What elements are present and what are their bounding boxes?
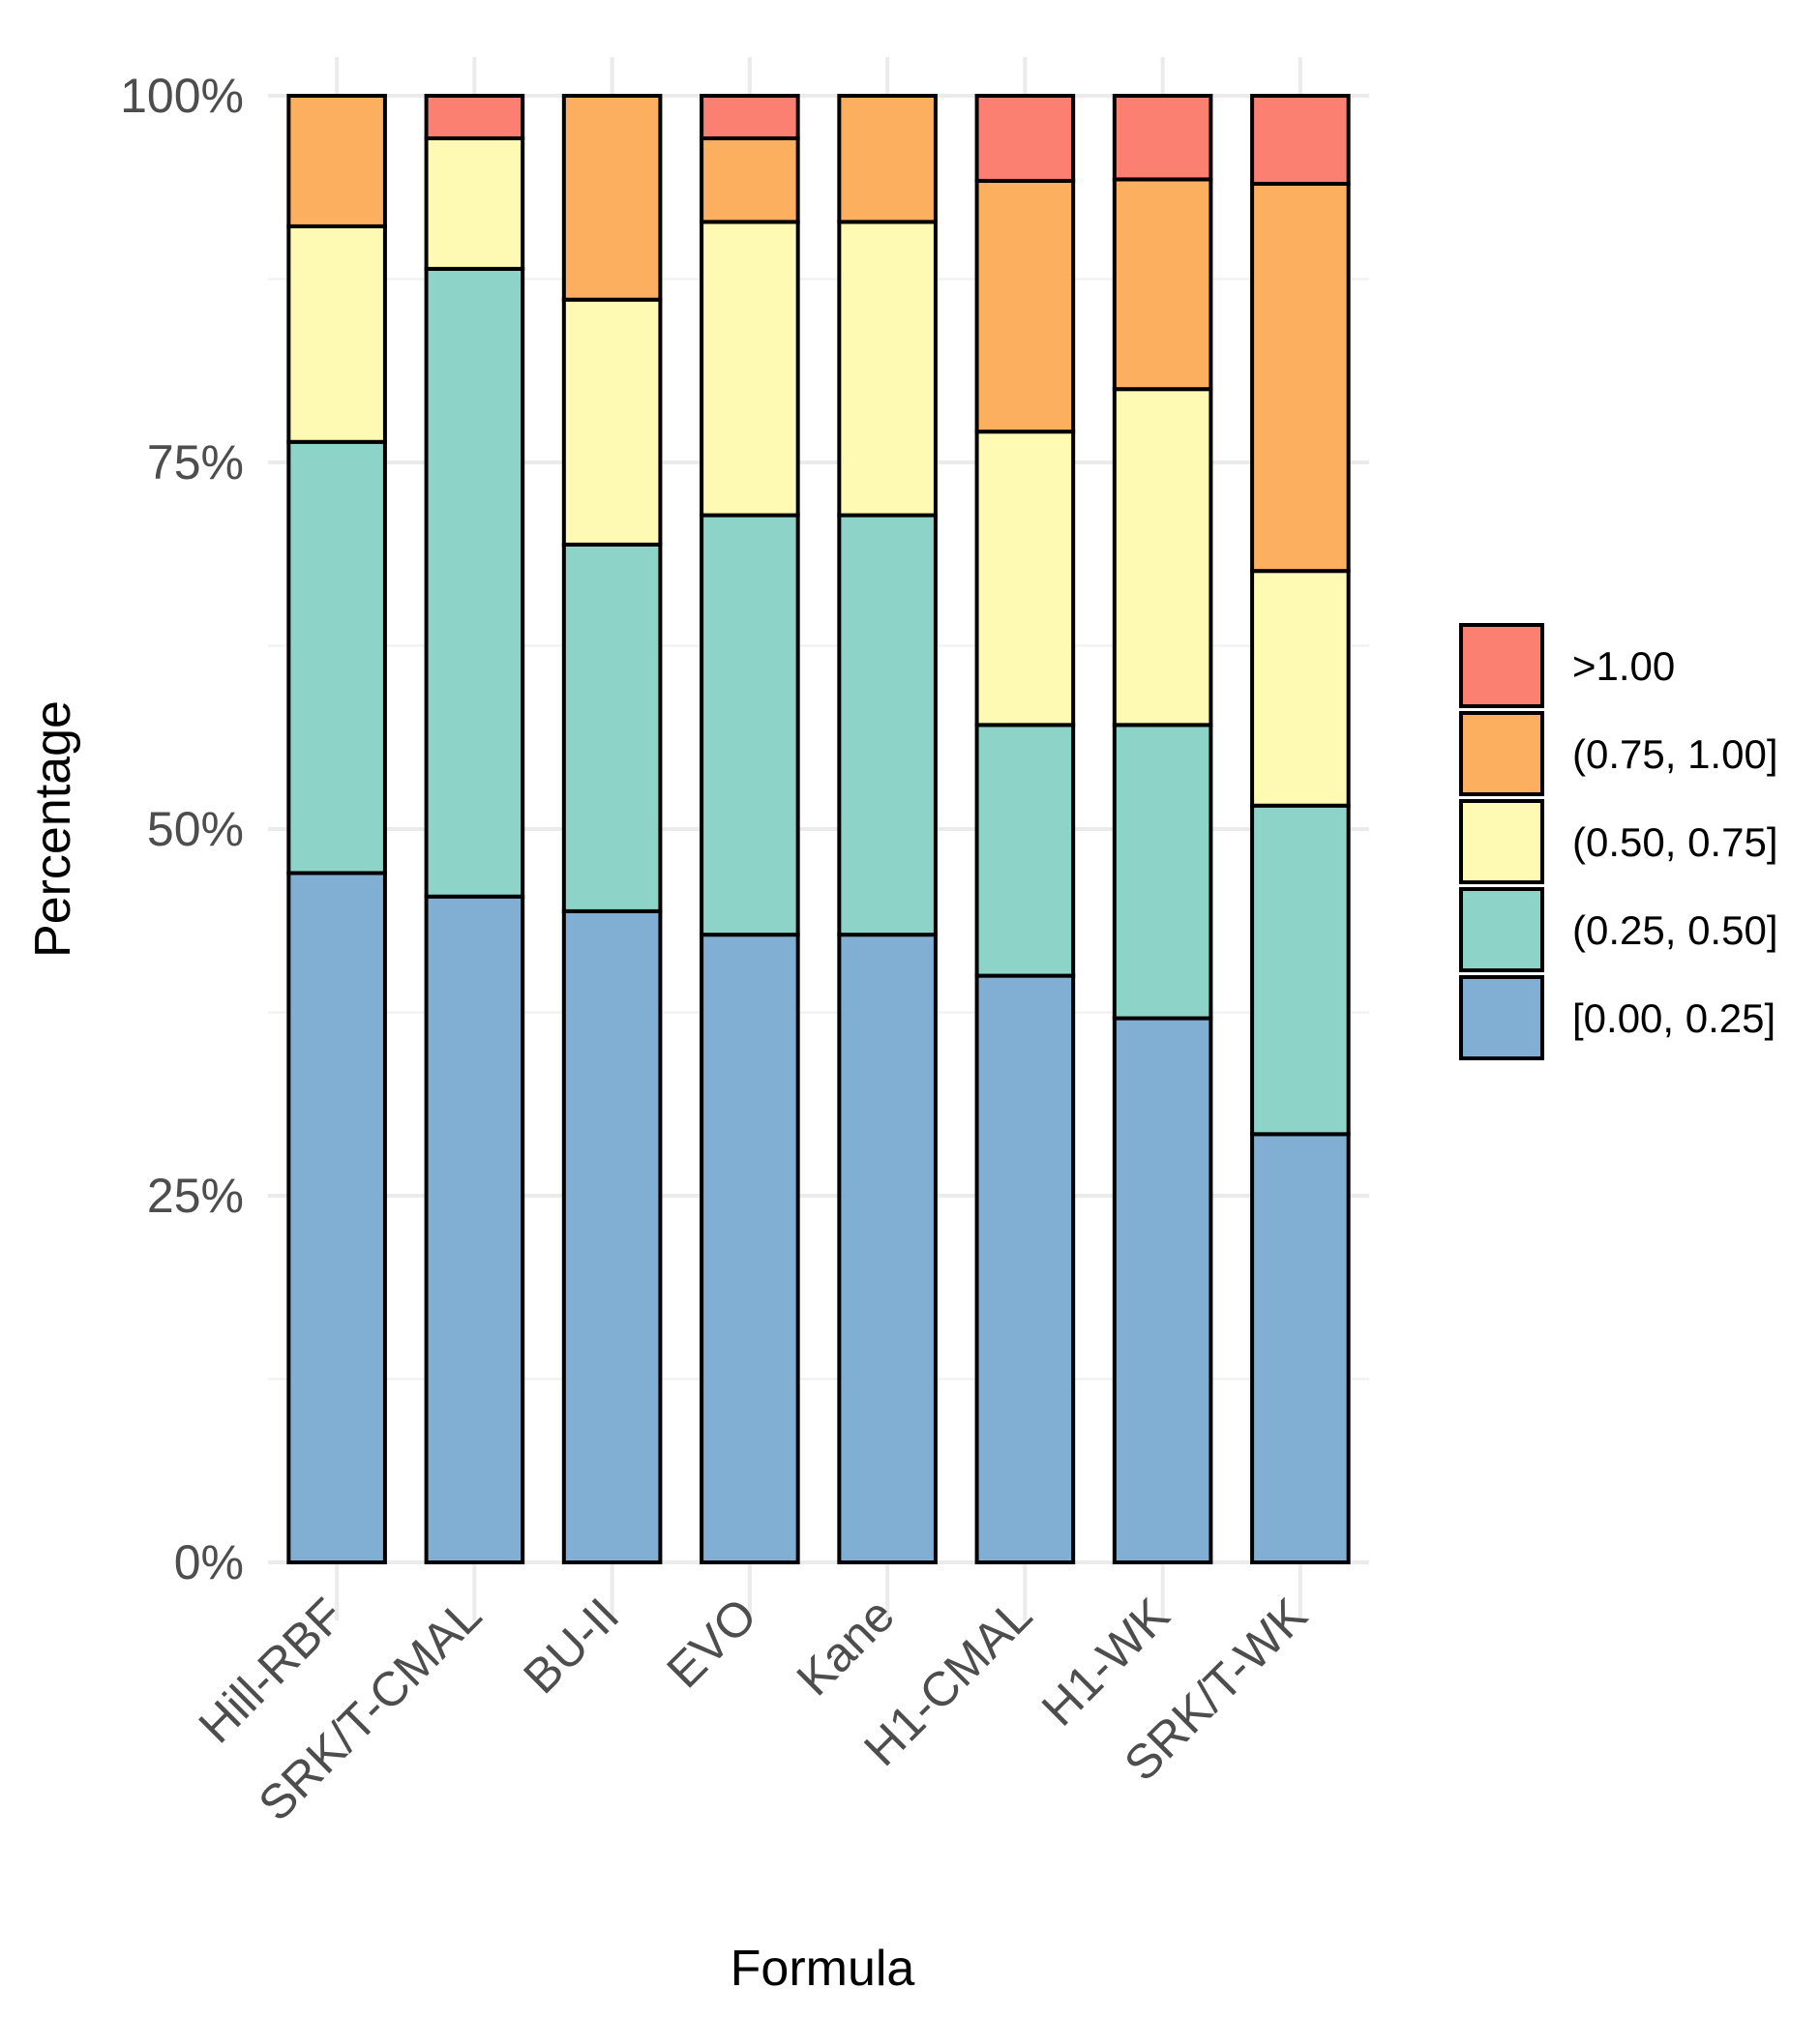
bar-segment (974, 973, 1076, 1564)
legend-swatch (1459, 975, 1544, 1060)
legend-swatch (1459, 799, 1544, 884)
bar-segment (837, 933, 938, 1564)
bars-layer (286, 94, 1351, 1564)
bar-segment (286, 223, 387, 444)
y-axis-title: Percentage (25, 700, 81, 958)
legend-label: [0.00, 0.25] (1572, 995, 1775, 1041)
bar-segment (700, 94, 800, 140)
legend-swatch (1459, 623, 1544, 708)
bar-segment (286, 439, 387, 876)
bar-segment (837, 220, 938, 518)
legend: >1.00 (0.75, 1.00] (0.50, 0.75] (0.25, 0.50… (1459, 623, 1777, 1060)
bar-segment (561, 94, 663, 302)
bar-segment (1250, 94, 1351, 186)
bar-segment (1112, 387, 1213, 727)
x-axis-title: Formula (731, 1941, 915, 1997)
bar-segment (424, 266, 525, 899)
y-tick-label: 75% (147, 435, 244, 490)
bar-segment (561, 297, 663, 547)
bar-segment (974, 94, 1076, 183)
bar-segment (424, 135, 525, 271)
y-tick-label: 50% (147, 802, 244, 856)
legend-label: (0.25, 0.50] (1572, 907, 1777, 953)
bar-segment (424, 94, 525, 140)
bar-segment (974, 430, 1076, 727)
legend-label: >1.00 (1572, 643, 1675, 689)
bar-segment (974, 178, 1076, 434)
bar-segment (286, 871, 387, 1564)
bar-segment (1250, 1132, 1351, 1564)
bar-segment (561, 542, 663, 913)
bar-segment (1112, 1016, 1213, 1564)
bar-segment (286, 94, 387, 228)
y-tick-label: 100% (120, 69, 244, 123)
bar-segment (561, 908, 663, 1564)
y-tick-label: 0% (174, 1535, 244, 1589)
bar-segment (837, 94, 938, 224)
legend-label: (0.50, 0.75] (1572, 819, 1777, 865)
bar-segment (700, 135, 800, 224)
y-tick-label: 25% (147, 1169, 244, 1223)
bar-segment (974, 723, 1076, 978)
bar-segment (700, 513, 800, 937)
y-axis: 0% 25% 50% 75% 100% (120, 69, 244, 1589)
bar-segment (1112, 723, 1213, 1021)
bar-segment (1250, 181, 1351, 574)
bar-segment (700, 220, 800, 518)
bar-segment (1112, 94, 1213, 182)
bar-segment (837, 513, 938, 937)
legend-label: (0.75, 1.00] (1572, 731, 1777, 777)
bar-segment (1112, 177, 1213, 392)
legend-swatch (1459, 711, 1544, 796)
legend-swatch (1459, 887, 1544, 972)
bar-segment (424, 894, 525, 1564)
bar-segment (1250, 803, 1351, 1137)
bar-segment (700, 933, 800, 1564)
bar-segment (1250, 569, 1351, 808)
